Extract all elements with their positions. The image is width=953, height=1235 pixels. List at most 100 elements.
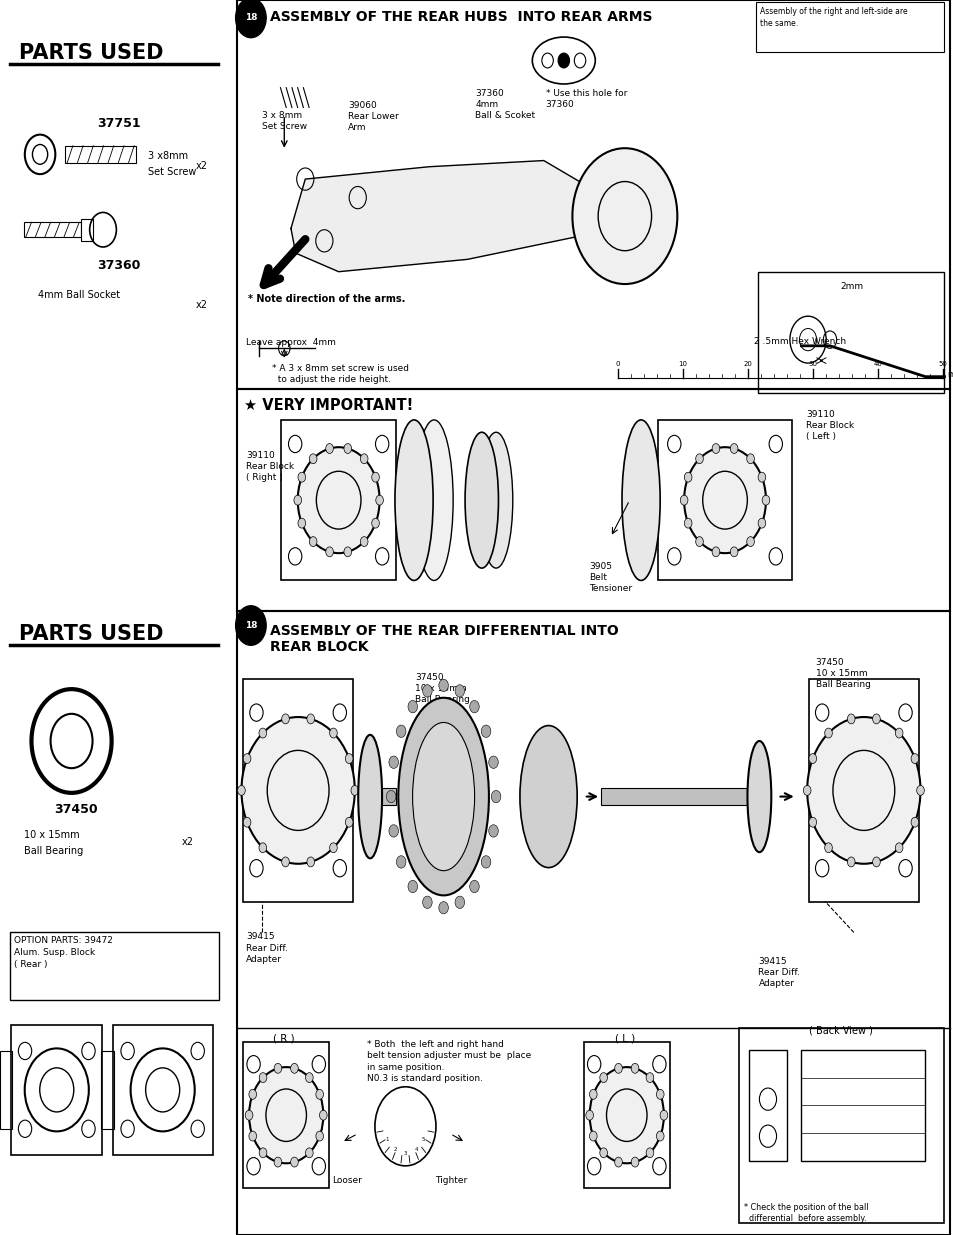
Circle shape <box>438 902 448 914</box>
Circle shape <box>679 495 687 505</box>
Circle shape <box>305 1147 313 1157</box>
Bar <box>739 1028 943 1223</box>
Circle shape <box>916 785 923 795</box>
Circle shape <box>389 756 398 768</box>
Circle shape <box>351 785 358 795</box>
Bar <box>801 1050 924 1161</box>
Circle shape <box>589 1067 663 1163</box>
Circle shape <box>645 1073 653 1083</box>
Ellipse shape <box>479 432 513 568</box>
Circle shape <box>259 1073 267 1083</box>
Circle shape <box>325 547 333 557</box>
Ellipse shape <box>746 741 770 852</box>
Circle shape <box>656 1089 663 1099</box>
Circle shape <box>408 700 417 713</box>
Text: 0: 0 <box>616 361 619 367</box>
Circle shape <box>730 547 738 557</box>
Circle shape <box>656 1131 663 1141</box>
Circle shape <box>599 1073 607 1083</box>
Text: Ball Bearing: Ball Bearing <box>24 846 83 856</box>
Circle shape <box>895 842 902 852</box>
Text: 37360: 37360 <box>97 259 141 273</box>
Circle shape <box>572 148 677 284</box>
Text: 2 .5mm Hex Wrench: 2 .5mm Hex Wrench <box>753 337 845 346</box>
Circle shape <box>235 606 266 645</box>
Circle shape <box>245 1110 253 1120</box>
Circle shape <box>491 790 500 803</box>
Text: 40: 40 <box>872 361 882 367</box>
Circle shape <box>345 818 353 827</box>
Circle shape <box>281 857 289 867</box>
Text: 39110
Rear Block
( Right ): 39110 Rear Block ( Right ) <box>246 451 294 482</box>
Ellipse shape <box>398 698 488 895</box>
Circle shape <box>614 1063 621 1073</box>
Text: 37360
4mm
Ball & Scoket: 37360 4mm Ball & Scoket <box>475 89 535 120</box>
Text: 5: 5 <box>421 1137 425 1142</box>
Circle shape <box>241 718 355 863</box>
Circle shape <box>422 897 432 909</box>
Circle shape <box>258 842 266 852</box>
Text: 3 x8mm: 3 x8mm <box>148 151 188 161</box>
Bar <box>24 222 81 237</box>
Text: Set Screw: Set Screw <box>148 167 196 177</box>
Circle shape <box>895 729 902 739</box>
Circle shape <box>291 1063 298 1073</box>
Polygon shape <box>291 161 596 272</box>
Bar <box>808 679 918 902</box>
Text: 30: 30 <box>807 361 817 367</box>
Text: OPTION PARTS: 39472
Alum. Susp. Block
( Rear ): OPTION PARTS: 39472 Alum. Susp. Block ( … <box>14 936 113 968</box>
Text: ( Back View ): ( Back View ) <box>809 1025 872 1035</box>
Circle shape <box>307 714 314 724</box>
Circle shape <box>469 700 478 713</box>
Text: Looser: Looser <box>332 1176 361 1184</box>
Text: 18: 18 <box>244 621 257 630</box>
Circle shape <box>330 842 337 852</box>
Circle shape <box>599 1147 607 1157</box>
Circle shape <box>730 443 738 453</box>
Circle shape <box>488 825 497 837</box>
Circle shape <box>589 1131 597 1141</box>
Bar <box>11 1025 102 1155</box>
Circle shape <box>761 495 769 505</box>
Text: 37450
10 x 15mm
Ball Bearing: 37450 10 x 15mm Ball Bearing <box>415 673 470 704</box>
Circle shape <box>372 519 379 529</box>
Text: 39415
Rear Diff.
Adapter: 39415 Rear Diff. Adapter <box>246 932 288 963</box>
Circle shape <box>386 790 395 803</box>
Circle shape <box>808 818 816 827</box>
Text: 39060
Rear Lower
Arm: 39060 Rear Lower Arm <box>348 101 398 132</box>
Text: 37751: 37751 <box>97 117 141 131</box>
Circle shape <box>258 729 266 739</box>
Circle shape <box>631 1157 639 1167</box>
Circle shape <box>309 537 316 547</box>
Circle shape <box>846 857 854 867</box>
Ellipse shape <box>412 722 475 871</box>
Circle shape <box>259 1147 267 1157</box>
Circle shape <box>808 753 816 763</box>
Text: * Both  the left and right hand
belt tension adjuster must be  place
in same pos: * Both the left and right hand belt tens… <box>367 1040 531 1083</box>
Ellipse shape <box>415 420 453 580</box>
Bar <box>65 146 136 163</box>
Circle shape <box>480 725 490 737</box>
Text: 10 x 15mm: 10 x 15mm <box>24 830 79 840</box>
Text: 18: 18 <box>244 14 257 22</box>
Ellipse shape <box>358 735 381 858</box>
Bar <box>658 420 791 580</box>
Text: ( R ): ( R ) <box>274 1034 294 1044</box>
Circle shape <box>294 495 301 505</box>
Circle shape <box>315 1131 323 1141</box>
Circle shape <box>746 537 754 547</box>
Text: PARTS USED: PARTS USED <box>19 43 163 63</box>
Circle shape <box>297 472 305 482</box>
Circle shape <box>558 53 569 68</box>
Circle shape <box>585 1110 593 1120</box>
Circle shape <box>330 729 337 739</box>
Circle shape <box>375 495 383 505</box>
Bar <box>758 272 943 393</box>
Text: ( L ): ( L ) <box>614 1034 635 1044</box>
Circle shape <box>237 785 245 795</box>
Circle shape <box>823 729 831 739</box>
Circle shape <box>806 718 920 863</box>
Circle shape <box>249 1067 323 1163</box>
Bar <box>357 788 395 805</box>
Text: 37450
10 x 15mm
Ball Bearing: 37450 10 x 15mm Ball Bearing <box>815 658 870 689</box>
